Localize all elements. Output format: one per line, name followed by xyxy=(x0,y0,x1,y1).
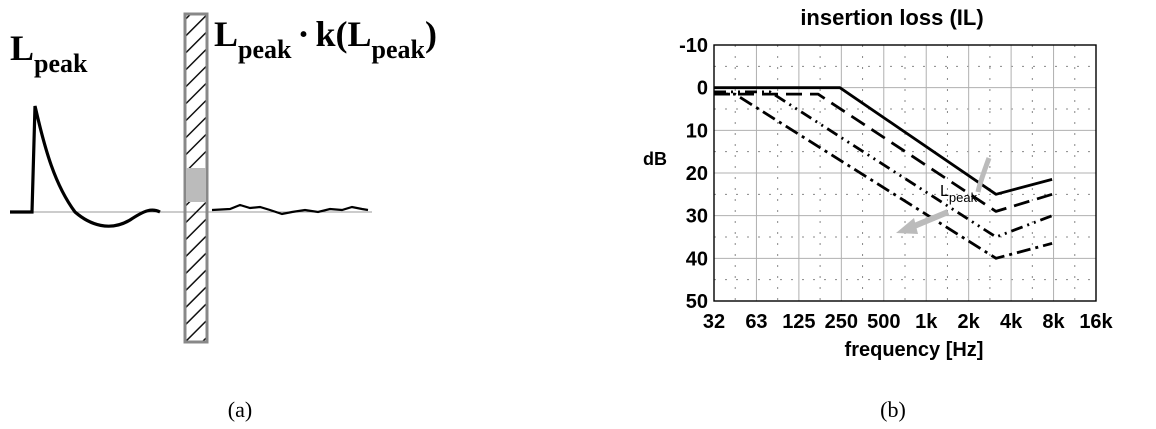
y-axis-label: dB xyxy=(643,149,667,169)
y-tick-label: -10 xyxy=(679,35,708,57)
x-tick-label: 16k xyxy=(1079,311,1113,333)
y-tick-label: 30 xyxy=(686,206,708,228)
x-tick-labels: 32 63 125 250 500 1k 2k 4k 8k 16k xyxy=(703,311,1114,333)
x-tick-label: 125 xyxy=(782,311,815,333)
x-tick-label: 63 xyxy=(745,311,767,333)
lpeak-k-label: Lpeak · k(Lpeak) xyxy=(214,14,437,64)
plot-frame xyxy=(713,44,1097,302)
chart-title: insertion loss (IL) xyxy=(800,5,983,30)
x-tick-label: 1k xyxy=(915,311,938,333)
x-tick-label: 32 xyxy=(703,311,725,333)
lpeak-arrow xyxy=(896,157,992,234)
x-tick-label: 250 xyxy=(825,311,858,333)
series-line-solid xyxy=(714,86,1053,196)
series-line-dash-dot xyxy=(714,92,1053,260)
x-tick-label: 2k xyxy=(958,311,981,333)
incident-pulse xyxy=(10,105,161,228)
y-tick-label: 50 xyxy=(686,291,708,313)
y-tick-label: 0 xyxy=(697,78,708,100)
arrow-shaft xyxy=(910,209,950,230)
caption-b: (b) xyxy=(880,397,906,422)
x-tick-label: 8k xyxy=(1042,311,1065,333)
lpeak-arrow-label: Lpeak xyxy=(940,183,978,205)
panel-a: Lpeak Lpeak · k(Lpeak) (a) xyxy=(10,12,437,422)
y-tick-label: 10 xyxy=(686,120,708,142)
panel-b: insertion loss (IL) Lpeak -10 0 10 20 30 40 50… xyxy=(643,5,1114,422)
x-tick-label: 4k xyxy=(1000,311,1023,333)
x-axis-label: frequency [Hz] xyxy=(845,339,984,361)
lpeak-left-label: Lpeak xyxy=(10,28,88,78)
series-layer xyxy=(714,86,1053,260)
y-tick-labels: -10 0 10 20 30 40 50 xyxy=(679,35,708,313)
y-tick-label: 20 xyxy=(686,163,708,185)
arrow-head xyxy=(896,218,918,234)
hatched-barrier xyxy=(183,12,209,344)
y-tick-label: 40 xyxy=(686,248,708,270)
x-tick-label: 500 xyxy=(867,311,900,333)
series-line-dashed xyxy=(714,92,1053,213)
major-grid xyxy=(714,45,1096,301)
caption-a: (a) xyxy=(228,397,252,422)
transmitted-wave xyxy=(211,203,369,216)
series-line-dash-dot-dot xyxy=(714,90,1053,239)
